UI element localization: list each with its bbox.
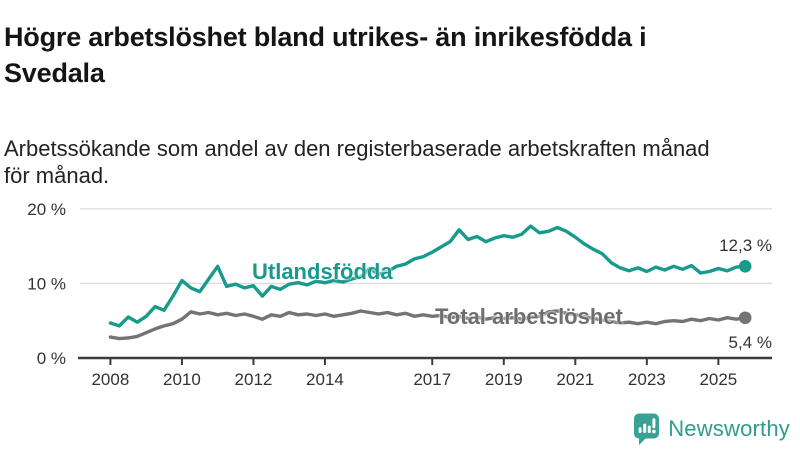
svg-text:2023: 2023 [628,370,666,389]
svg-text:2019: 2019 [485,370,523,389]
chart-title: Högre arbetslöshet bland utrikes- än inr… [4,20,796,91]
chart-title-line2: Svedala [4,57,105,88]
bar-chart-speech-bubble-icon [634,413,660,445]
svg-text:0 %: 0 % [37,349,66,368]
series-label-total-arbetsloshet: Total arbetslöshet [435,304,623,329]
chart-title-line1: Högre arbetslöshet bland utrikes- än inr… [4,22,647,53]
svg-text:20 %: 20 % [27,200,66,219]
chart-subtitle: Arbetssökande som andel av den registerb… [4,135,796,190]
chart-subtitle-line2: för månad. [4,163,110,189]
chart-subtitle-line1: Arbetssökande som andel av den registerb… [4,136,710,161]
svg-text:2008: 2008 [91,370,129,389]
svg-text:2025: 2025 [699,370,737,389]
svg-text:2010: 2010 [163,370,201,389]
newsworthy-logo: Newsworthy [632,411,790,447]
series-label-utlandsfodda: Utlandsfödda [252,259,393,284]
svg-text:10 %: 10 % [27,274,66,293]
svg-text:2014: 2014 [306,370,344,389]
svg-text:2021: 2021 [556,370,594,389]
end-value-utlandsfodda: 12,3 % [719,236,772,255]
end-value-total-arbetsloshet: 5,4 % [728,333,772,352]
svg-text:2012: 2012 [235,370,273,389]
svg-text:2017: 2017 [413,370,451,389]
brand-name: Newsworthy [668,416,790,441]
